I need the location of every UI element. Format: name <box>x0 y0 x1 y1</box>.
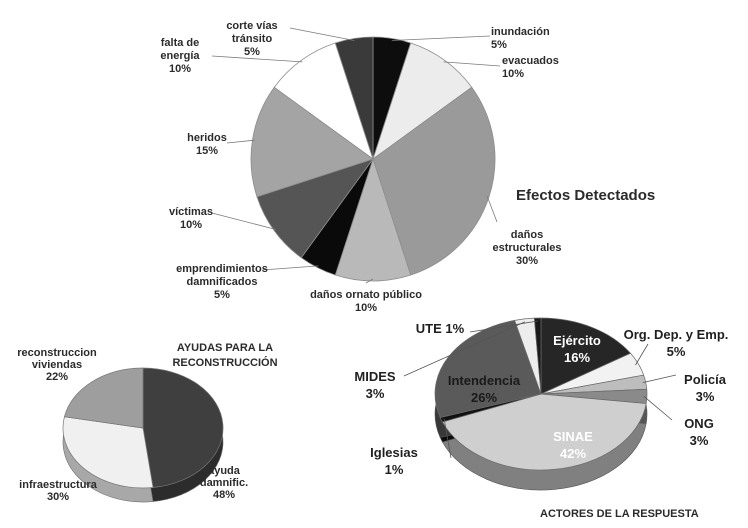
label-emprendimientos-damnificados: emprendimientos damnificados 5% <box>176 263 268 301</box>
effects-pie-labels: inundación 5% evacuados 10% daños estructural… <box>160 20 561 314</box>
actors-chart-title: ACTORES DE LA RESPUESTA <box>540 508 699 520</box>
aid-chart-title: AYUDAS PARA LA RECONSTRUCCIÓN <box>172 342 277 369</box>
label-danos-ornato-publico: daños ornato público 10% <box>310 289 422 314</box>
label-infraestructura: infraestructura 30% <box>19 479 98 503</box>
leader-victimas <box>211 212 277 230</box>
actors-pie-labels: Ejército 16% Org. Dep. y Emp. 5% Policía 3% ON… <box>354 321 728 477</box>
leader-policia <box>642 374 677 383</box>
leader-ute <box>469 320 538 333</box>
label-heridos: heridos 15% <box>187 132 227 157</box>
label-sinae: SINAE 42% <box>553 429 593 461</box>
label-evacuados: evacuados 10% <box>502 55 559 80</box>
slice-falta-de-energia <box>273 42 374 161</box>
leader-corte-vias-transito <box>289 27 355 41</box>
leader-danos-ornato-publico <box>365 278 374 284</box>
slice-danos-ornato-publico <box>334 157 412 282</box>
effects-chart-title: Efectos Detectados <box>516 187 655 204</box>
aid-pie-slices <box>62 367 224 489</box>
slice-heridos <box>250 86 374 198</box>
label-ayuda-damnific: ayuda damnific. 48% <box>200 465 248 501</box>
slice-ayuda-damnific <box>142 367 224 488</box>
label-iglesias: Iglesias 1% <box>370 445 418 477</box>
leader-emprendimientos-damnificados <box>261 265 319 271</box>
slice-corte-vias-transito <box>334 36 374 160</box>
label-falta-de-energia: falta de energía 10% <box>160 37 200 75</box>
label-org-dep-y-emp: Org. Dep. y Emp. 5% <box>624 327 729 359</box>
slice-intendencia <box>434 319 542 418</box>
slice-ejercito <box>540 317 632 395</box>
actors-pie-leader-lines <box>403 320 677 459</box>
leader-falta-de-energia <box>211 55 303 63</box>
slice-danos-estructurales <box>372 86 496 276</box>
slice-ute <box>533 317 542 395</box>
aid-chart-title-text: AYUDAS PARA LA RECONSTRUCCIÓN <box>172 342 277 369</box>
label-corte-vias-transito: corte vías tránsito 5% <box>226 20 277 58</box>
label-ong: ONG 3% <box>684 416 714 448</box>
label-ejercito: Ejército 16% <box>553 333 601 365</box>
label-policia: Policía 3% <box>684 372 727 404</box>
leader-org-dep-y-emp <box>635 343 649 366</box>
label-ute: UTE 1% <box>416 321 465 336</box>
leader-ong <box>643 395 673 421</box>
slice-victimas <box>256 158 375 259</box>
label-inundacion: inundación 5% <box>491 26 550 51</box>
leader-danos-estructurales <box>486 195 498 223</box>
effects-pie-leader-lines <box>211 27 501 284</box>
leader-evacuados <box>443 61 501 67</box>
slice-sinae <box>441 393 647 471</box>
label-mides: MIDES 3% <box>354 369 396 401</box>
effects-pie-slices <box>250 36 496 282</box>
slice-infraestructura <box>62 416 154 489</box>
label-intendencia: Intendencia 26% <box>448 373 521 405</box>
leader-heridos <box>226 139 255 144</box>
label-victimas: víctimas 10% <box>169 206 213 231</box>
aid-pie-labels: ayuda damnific. 48% infraestructura 30% recon… <box>17 347 248 503</box>
label-danos-estructurales: daños estructurales 30% <box>492 229 561 267</box>
label-reconstruccion-viviendas: reconstruccion viviendas 22% <box>17 347 97 383</box>
actors-pie-slices <box>434 317 648 471</box>
leader-mides <box>403 321 526 377</box>
slice-evacuados <box>372 42 473 161</box>
slice-reconstruccion-viviendas <box>63 367 144 429</box>
leader-iglesias <box>443 418 452 459</box>
leader-inundacion <box>391 35 491 41</box>
